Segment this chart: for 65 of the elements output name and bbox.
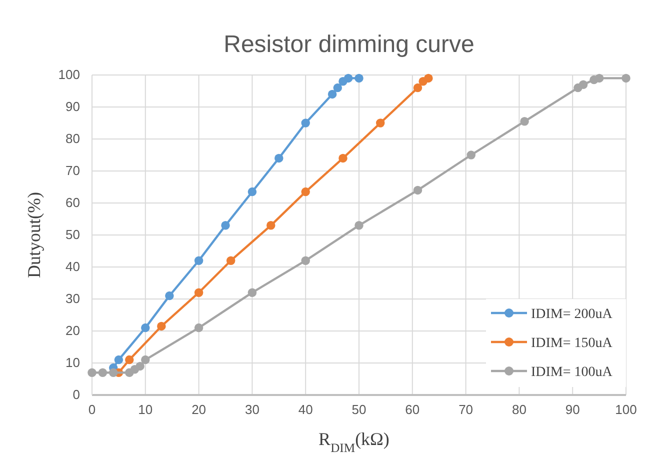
x-tick-label: 0 [88,402,96,418]
point [424,74,433,83]
point [194,323,204,332]
point [301,256,310,265]
point [466,150,476,160]
y-tick-label: 100 [58,67,80,82]
chart-title: Resistor dimming curve [224,31,474,58]
point [266,221,276,230]
y-tick-label: 40 [66,259,80,274]
y-tick-label: 0 [72,387,80,402]
y-tick-label: 30 [66,291,80,306]
point [274,154,284,163]
legend-label: IDIM= 100uA [531,365,614,380]
point [98,368,108,377]
x-tick-label: 100 [615,402,637,418]
point [376,118,385,128]
point [248,187,257,196]
point [136,362,144,371]
x-tick-label: 80 [512,402,526,418]
y-tick-label: 80 [66,131,80,146]
point [328,90,337,99]
point [413,83,422,92]
legend-label: IDIM= 150uA [531,336,614,351]
point [413,186,422,195]
point [141,323,150,332]
point [248,288,257,297]
point [354,74,364,83]
x-axis-title: R$_{DIM}$(kΩ) [318,429,390,454]
point [520,117,529,126]
x-tick-label: 40 [298,402,313,418]
point [622,74,630,83]
point [88,368,96,377]
x-tick-label: 60 [405,402,420,418]
point [194,288,204,297]
x-tick-label: 70 [458,402,474,418]
point [114,355,124,364]
point [333,83,342,92]
y-tick-label: 20 [66,323,80,338]
x-tick-label: 50 [352,402,366,418]
point [338,154,348,163]
point [344,74,353,83]
point [578,80,588,89]
x-tick-label: 20 [192,402,206,418]
point [141,355,150,364]
x-tick-label: 90 [565,402,580,418]
y-axis-title: Dutyout(%) [24,192,44,278]
point [221,221,230,230]
point [594,74,604,83]
point [226,256,236,265]
point [354,221,364,230]
x-tick-label: 30 [244,402,260,418]
point [108,368,118,377]
y-tick-label: 60 [66,195,80,210]
y-tick-label: 10 [66,355,80,370]
point [194,256,204,265]
y-tick-label: 90 [66,99,80,114]
point [301,187,310,196]
y-tick-label: 50 [66,227,80,242]
legend-label: IDIM= 200uA [531,307,614,322]
point [157,322,166,331]
point [165,291,174,300]
y-tick-label: 70 [66,163,80,178]
x-tick-label: 10 [138,402,153,418]
point [125,355,134,364]
point [301,118,310,128]
